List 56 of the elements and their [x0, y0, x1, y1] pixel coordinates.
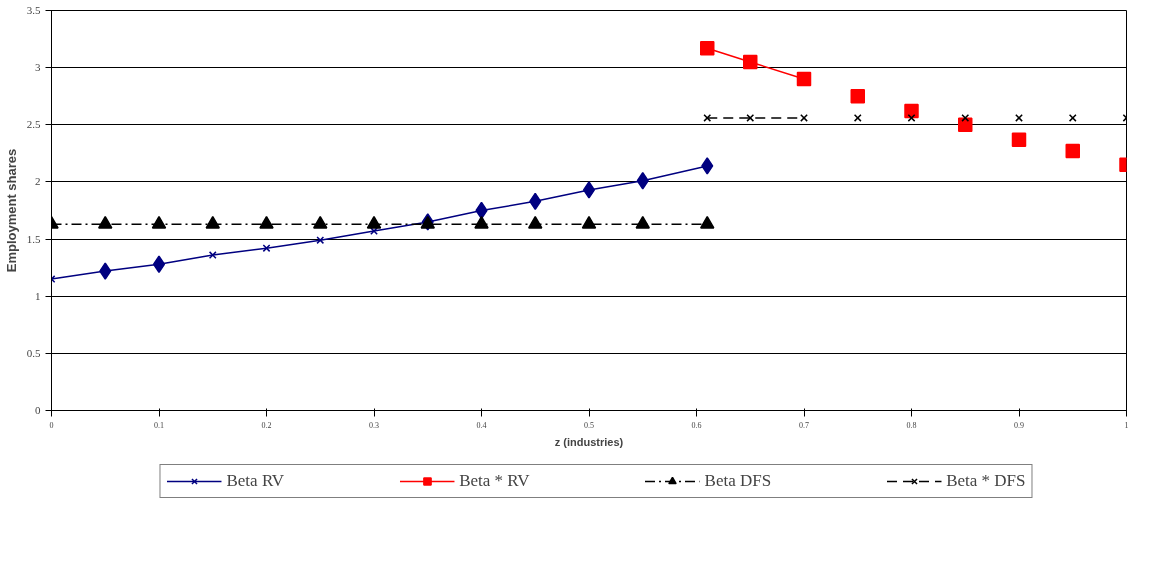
point [1015, 114, 1023, 122]
x-tick-label: 0.9 [1014, 420, 1024, 430]
point [700, 40, 715, 56]
y-tick-label: 3 [35, 61, 41, 74]
y-tick-label: 1.5 [26, 232, 41, 245]
point [958, 117, 973, 133]
point [316, 236, 325, 245]
point [366, 215, 382, 229]
point [635, 215, 650, 229]
point [800, 114, 808, 122]
point [262, 244, 271, 253]
y-tick-label: 2 [35, 175, 41, 188]
y-tick-label: 2.5 [26, 118, 41, 131]
legend-label: Beta RV [226, 471, 285, 491]
x-tick-label: 0.5 [584, 420, 594, 430]
x-tick-label: 0.1 [154, 420, 164, 430]
point [370, 227, 378, 235]
legend-label: Beta DFS [704, 471, 772, 491]
point [636, 172, 649, 190]
legend-label: Beta * DFS [946, 471, 1026, 491]
point [208, 251, 217, 259]
point [904, 103, 919, 119]
point [1065, 143, 1080, 159]
x-tick-label: 0.6 [691, 420, 702, 430]
point [528, 215, 543, 229]
x-tick-label: 1 [1124, 420, 1129, 430]
point [700, 215, 715, 229]
x-tick-label: 0.3 [369, 420, 379, 430]
point [582, 181, 596, 199]
point [259, 215, 274, 229]
y-tick-label: 0 [35, 404, 41, 416]
x-tick-label: 0.2 [261, 420, 272, 430]
point [152, 255, 166, 273]
point [98, 215, 113, 229]
point [1068, 114, 1077, 122]
y-tick-label: 0.5 [26, 346, 41, 359]
point [99, 262, 112, 280]
x-tick-label: 0.8 [906, 420, 917, 430]
legend-label: Beta * RV [459, 471, 530, 491]
x-tick-label: 0.7 [799, 420, 809, 430]
point [796, 71, 812, 87]
point [701, 157, 714, 175]
y-axis-title: Employment shares [3, 148, 19, 273]
y-tick-label: 3.5 [26, 4, 41, 16]
point [313, 215, 328, 229]
point [151, 215, 167, 229]
point [205, 215, 220, 229]
point [581, 215, 597, 229]
point [743, 54, 758, 70]
x-tick-label: 0.4 [476, 420, 487, 430]
point [1011, 132, 1027, 147]
x-tick-label: 0 [49, 420, 54, 430]
y-tick-label: 1 [35, 289, 41, 302]
point [474, 215, 489, 229]
point [850, 88, 865, 104]
x-axis-title: z (industries) [554, 435, 624, 448]
